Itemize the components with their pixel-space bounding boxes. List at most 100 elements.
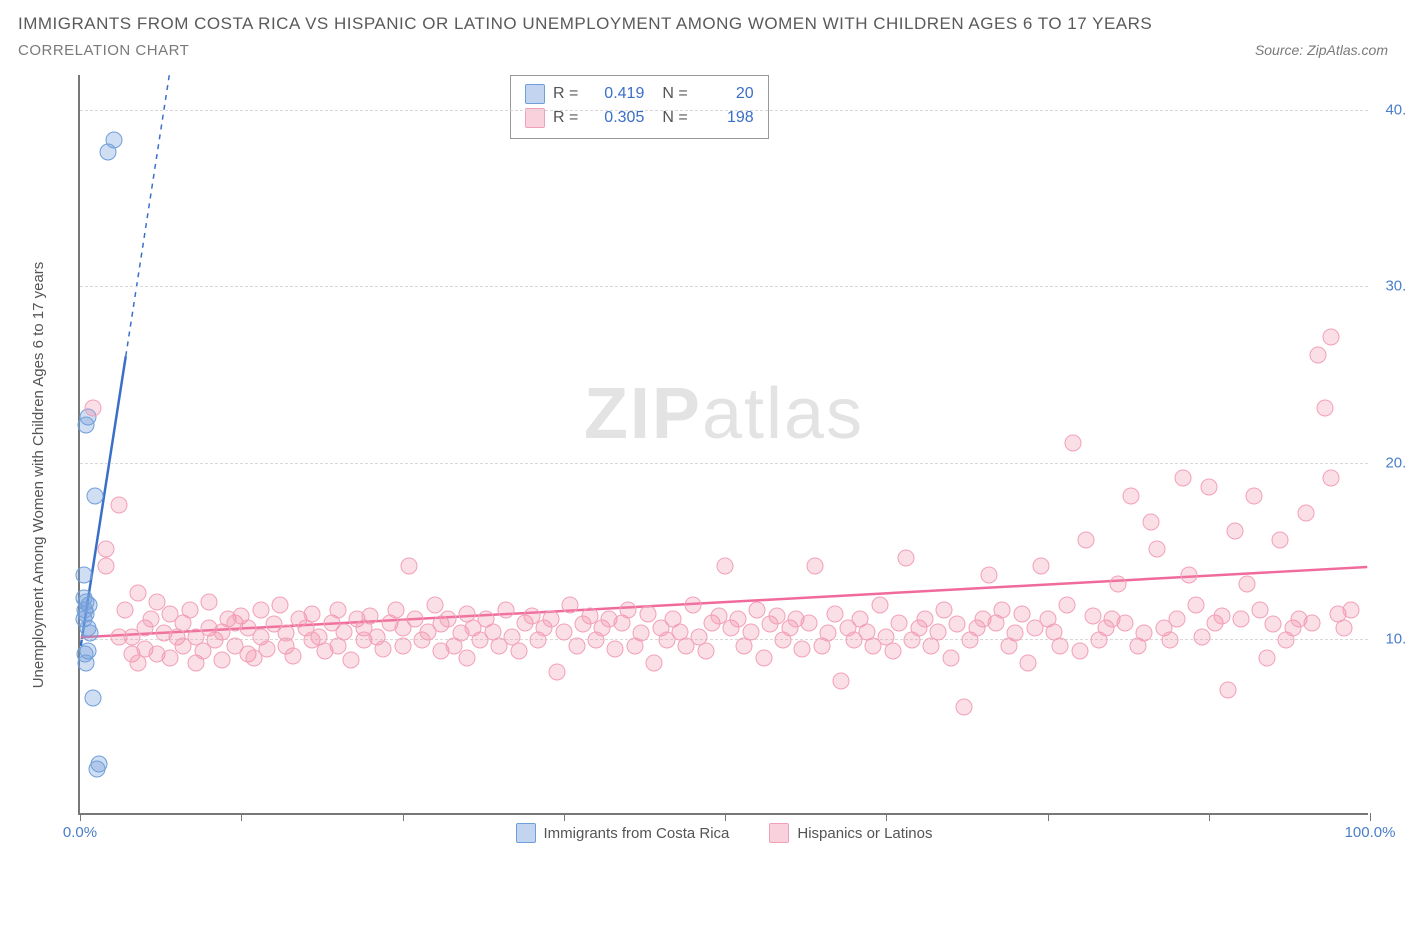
legend-label-pink: Hispanics or Latinos: [797, 825, 932, 842]
data-point: [555, 623, 572, 640]
data-point: [981, 567, 998, 584]
x-tick: [1209, 813, 1210, 821]
data-point: [1071, 642, 1088, 659]
watermark-atlas: atlas: [702, 374, 864, 454]
data-point: [259, 641, 276, 658]
chart-title: IMMIGRANTS FROM COSTA RICA VS HISPANIC O…: [18, 14, 1388, 34]
data-point: [1297, 505, 1314, 522]
data-point: [82, 625, 99, 642]
data-point: [742, 623, 759, 640]
subtitle-row: CORRELATION CHART Source: ZipAtlas.com: [18, 42, 1388, 59]
data-point: [1336, 620, 1353, 637]
data-point: [936, 602, 953, 619]
gridline: [80, 110, 1368, 111]
gridline: [80, 286, 1368, 287]
data-point: [510, 642, 527, 659]
r-label: R =: [553, 85, 578, 103]
data-point: [130, 584, 147, 601]
data-point: [105, 131, 122, 148]
data-point: [97, 540, 114, 557]
n-label: N =: [662, 109, 687, 127]
data-point: [1316, 399, 1333, 416]
swatch-blue: [525, 84, 545, 104]
data-point: [1252, 602, 1269, 619]
data-point: [717, 558, 734, 575]
data-point: [394, 637, 411, 654]
data-point: [271, 597, 288, 614]
data-point: [1213, 607, 1230, 624]
data-point: [342, 651, 359, 668]
plot-region: ZIPatlas R = 0.419 N = 20 R = 0.305 N = …: [78, 75, 1368, 815]
data-point: [213, 651, 230, 668]
x-tick: [886, 813, 887, 821]
r-label: R =: [553, 109, 578, 127]
data-point: [807, 558, 824, 575]
data-point: [1149, 540, 1166, 557]
y-tick-label: 30.0%: [1373, 278, 1406, 295]
data-point: [897, 549, 914, 566]
data-point: [1233, 611, 1250, 628]
data-point: [459, 649, 476, 666]
data-point: [284, 648, 301, 665]
data-point: [955, 699, 972, 716]
data-point: [891, 614, 908, 631]
x-tick-label: 0.0%: [63, 824, 97, 841]
data-point: [142, 611, 159, 628]
data-point: [497, 602, 514, 619]
data-point: [1142, 514, 1159, 531]
data-point: [1194, 628, 1211, 645]
watermark-zip: ZIP: [584, 374, 702, 454]
data-point: [871, 597, 888, 614]
data-point: [1116, 614, 1133, 631]
data-point: [84, 399, 101, 416]
series-legend: Immigrants from Costa Rica Hispanics or …: [80, 823, 1368, 843]
data-point: [375, 641, 392, 658]
x-tick: [403, 813, 404, 821]
data-point: [91, 755, 108, 772]
data-point: [1136, 625, 1153, 642]
data-point: [84, 690, 101, 707]
data-point: [755, 649, 772, 666]
x-tick: [725, 813, 726, 821]
data-point: [201, 593, 218, 610]
data-point: [800, 614, 817, 631]
data-point: [684, 597, 701, 614]
data-point: [1078, 531, 1095, 548]
data-point: [697, 642, 714, 659]
x-tick: [80, 813, 81, 821]
x-tick: [241, 813, 242, 821]
data-point: [1258, 649, 1275, 666]
data-point: [181, 602, 198, 619]
data-point: [278, 625, 295, 642]
data-point: [826, 605, 843, 622]
data-point: [87, 487, 104, 504]
data-point: [1065, 435, 1082, 452]
watermark: ZIPatlas: [584, 373, 864, 455]
swatch-pink: [769, 823, 789, 843]
data-point: [81, 597, 98, 614]
chart-subtitle: CORRELATION CHART: [18, 42, 189, 59]
data-point: [1220, 681, 1237, 698]
data-point: [75, 567, 92, 584]
data-point: [1174, 470, 1191, 487]
chart-area: Unemployment Among Women with Children A…: [18, 65, 1388, 865]
data-point: [1226, 523, 1243, 540]
data-point: [833, 672, 850, 689]
y-tick-label: 10.0%: [1373, 630, 1406, 647]
r-value-pink: 0.305: [590, 109, 644, 127]
data-point: [620, 602, 637, 619]
source-attribution: Source: ZipAtlas.com: [1255, 42, 1388, 58]
data-point: [568, 637, 585, 654]
data-point: [994, 602, 1011, 619]
data-point: [549, 664, 566, 681]
data-point: [97, 558, 114, 575]
data-point: [1007, 625, 1024, 642]
data-point: [1123, 487, 1140, 504]
data-point: [1187, 597, 1204, 614]
data-point: [1323, 470, 1340, 487]
x-tick-label: 100.0%: [1345, 824, 1396, 841]
data-point: [949, 616, 966, 633]
data-point: [1162, 632, 1179, 649]
data-point: [336, 623, 353, 640]
n-value-blue: 20: [700, 85, 754, 103]
